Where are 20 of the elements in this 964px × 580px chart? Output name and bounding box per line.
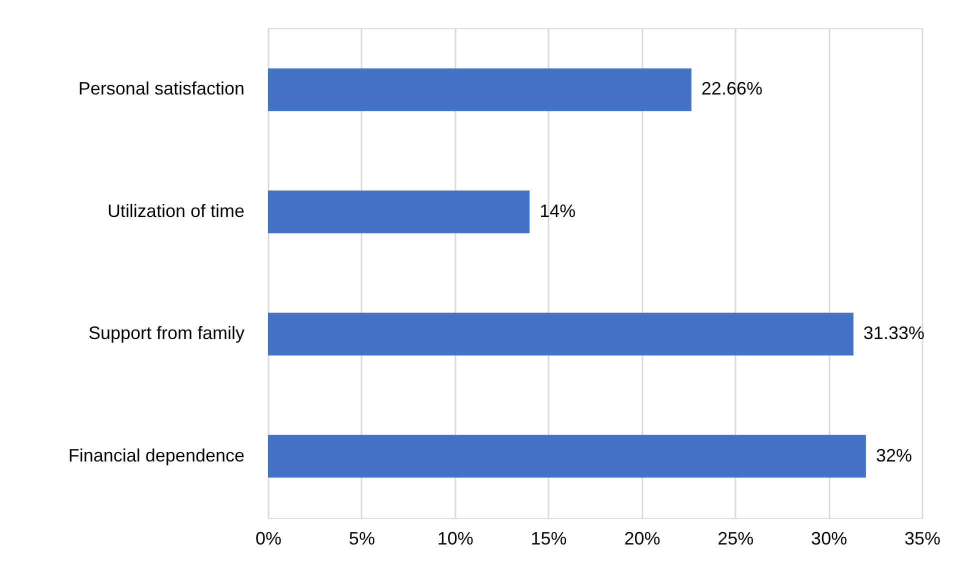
bar: [268, 434, 866, 478]
x-tick-label: 15%: [530, 528, 567, 548]
bar: [268, 68, 692, 112]
text: 14%: [540, 200, 576, 221]
y-tick-label: Utilization of time: [107, 200, 244, 221]
text: 22.66%: [701, 78, 762, 99]
text: 32%: [876, 445, 912, 466]
y-tick-label: Support from family: [88, 323, 244, 344]
x-tick-label: 35%: [904, 528, 941, 548]
bar: [268, 190, 530, 234]
x-tick-label: 5%: [348, 528, 375, 548]
x-tick-label: 30%: [811, 528, 848, 548]
text: 31.33%: [863, 323, 924, 344]
x-tick-label: 25%: [718, 528, 754, 548]
x-tick-label: 0%: [255, 528, 282, 548]
bar: [268, 312, 854, 356]
y-tick-label: Personal satisfaction: [78, 78, 244, 99]
y-tick-label: Financial dependence: [68, 445, 244, 466]
x-tick-label: 10%: [437, 528, 474, 548]
x-tick-label: 20%: [624, 528, 660, 548]
